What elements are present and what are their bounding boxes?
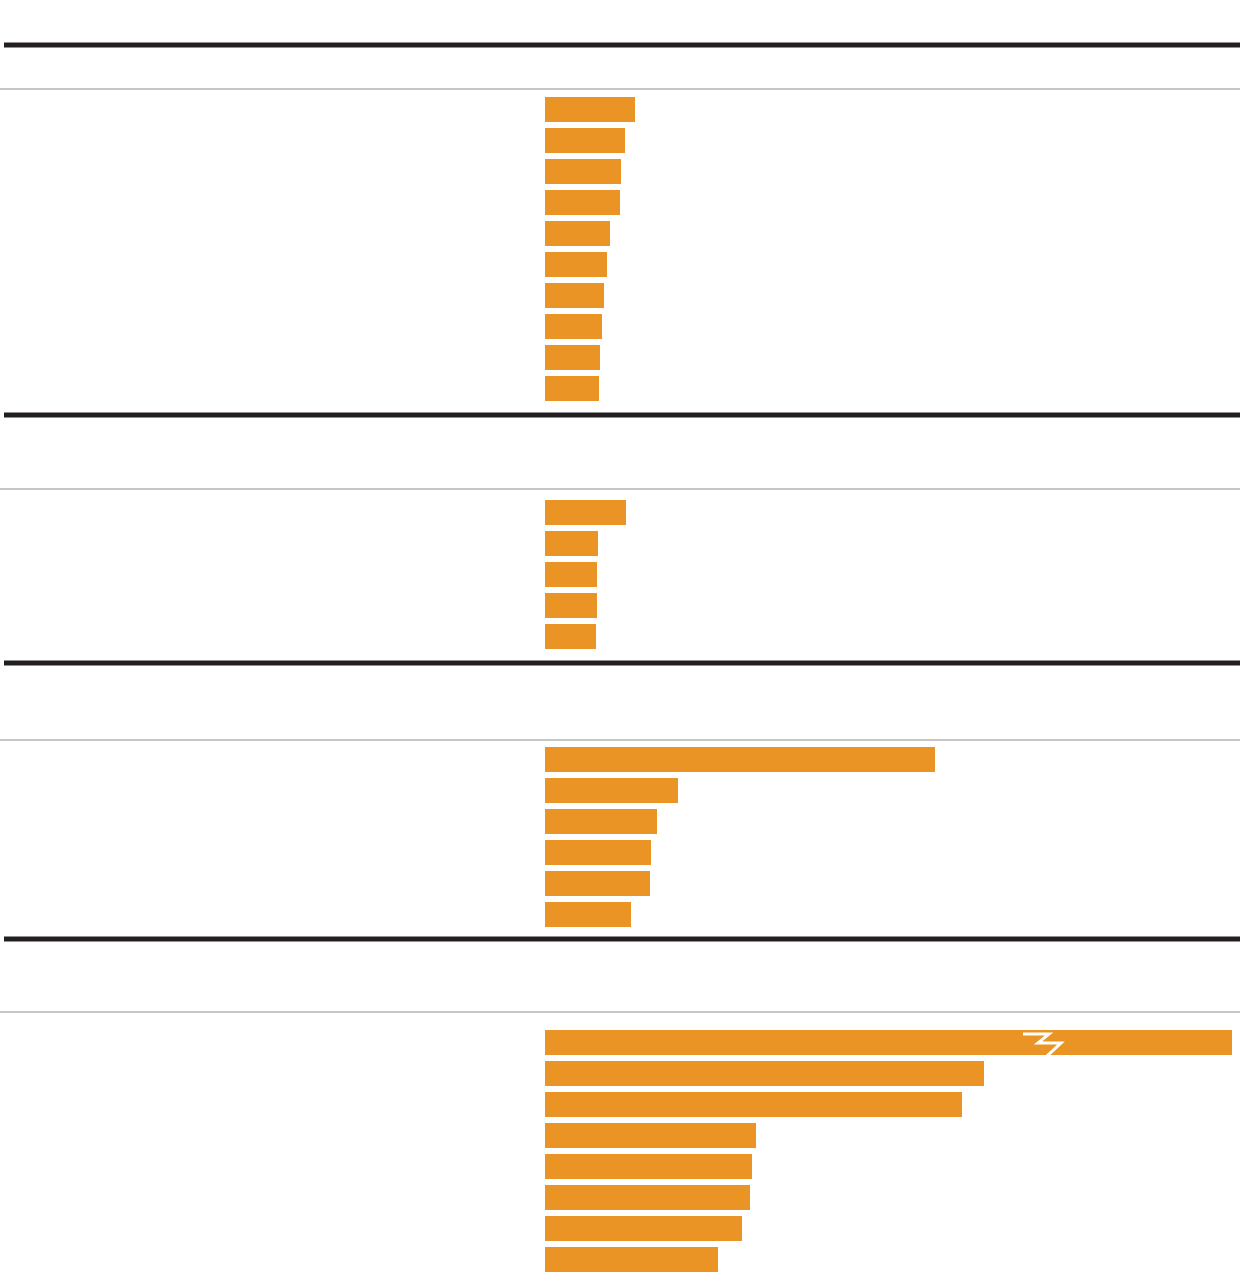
section-1-bar-1 [545,97,635,122]
section-3-bar-2 [545,778,678,803]
section-4-bar-8 [545,1247,718,1272]
section-1-bar-8 [545,314,602,339]
section-1-bar-3 [545,159,621,184]
section-3-bar-5 [545,871,650,896]
section-3-bar-3 [545,809,657,834]
section-1-bar-7 [545,283,604,308]
section-1-bar-5 [545,221,610,246]
section-2-bar-3 [545,562,597,587]
section-4-bar-2 [545,1061,984,1086]
section-4-bar-4 [545,1123,756,1148]
section-2-bar-2 [545,531,598,556]
axis-break-mark [1023,1032,1065,1059]
section-4-bar-5 [545,1154,752,1179]
section-2-bar-5 [545,624,596,649]
section-1-bar-6 [545,252,607,277]
section-2-bar-4 [545,593,597,618]
section-4-bar-6 [545,1185,750,1210]
section-1-bar-10 [545,376,599,401]
section-1-bar-2 [545,128,625,153]
section-4-bar-3 [545,1092,962,1117]
section-4-bar-7 [545,1216,742,1241]
section-3-bar-1 [545,747,935,772]
section-3-bar-6 [545,902,631,927]
section-1-bar-4 [545,190,620,215]
section-4-bar-1 [545,1030,1232,1055]
section-1-bar-9 [545,345,600,370]
section-2-bar-1 [545,500,626,525]
section-3-bar-4 [545,840,651,865]
